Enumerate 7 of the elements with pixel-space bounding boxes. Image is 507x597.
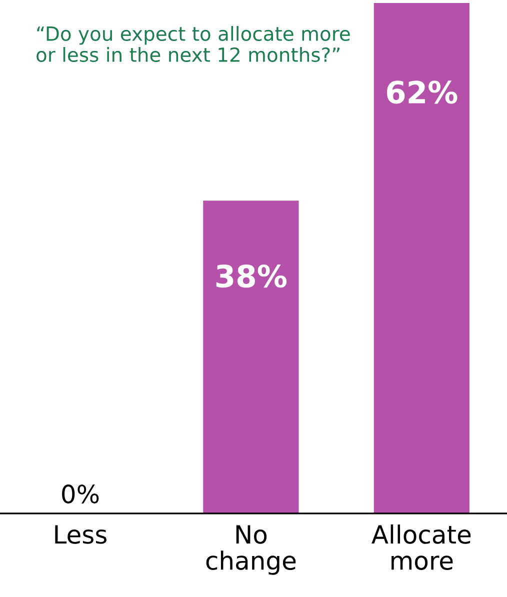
data-label: 0% — [62, 484, 99, 504]
data-label: 62% — [386, 80, 458, 104]
text: “Do you expect to allocate more or less in the next 12 months?” — [36, 26, 350, 62]
x-tick-label: Allocate more — [372, 524, 471, 570]
x-tick-label: Less — [55, 525, 106, 544]
x-tick-label: No change — [206, 525, 296, 575]
data-label: 38% — [216, 264, 287, 288]
